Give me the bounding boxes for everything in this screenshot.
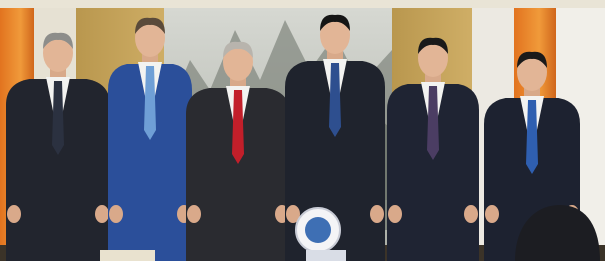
hand	[485, 205, 499, 223]
cup	[306, 250, 346, 261]
badge-emblem	[305, 217, 331, 243]
tie	[144, 66, 156, 140]
tie	[52, 81, 64, 155]
page: (() => { const svg = document.getElement…	[0, 0, 605, 261]
tie	[526, 100, 538, 174]
tie	[232, 90, 244, 164]
tie	[427, 86, 439, 160]
hand	[7, 205, 21, 223]
hand	[187, 205, 201, 223]
hand	[370, 205, 384, 223]
hand	[464, 205, 478, 223]
hand	[388, 205, 402, 223]
hand	[109, 205, 123, 223]
photo	[0, 0, 605, 261]
table-cloth	[100, 250, 155, 261]
hand	[95, 205, 109, 223]
tie	[329, 63, 341, 137]
